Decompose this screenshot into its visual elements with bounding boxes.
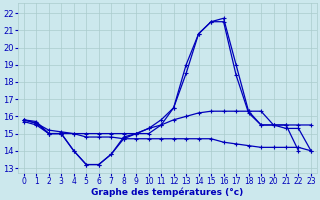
X-axis label: Graphe des températures (°c): Graphe des températures (°c) [91, 188, 244, 197]
